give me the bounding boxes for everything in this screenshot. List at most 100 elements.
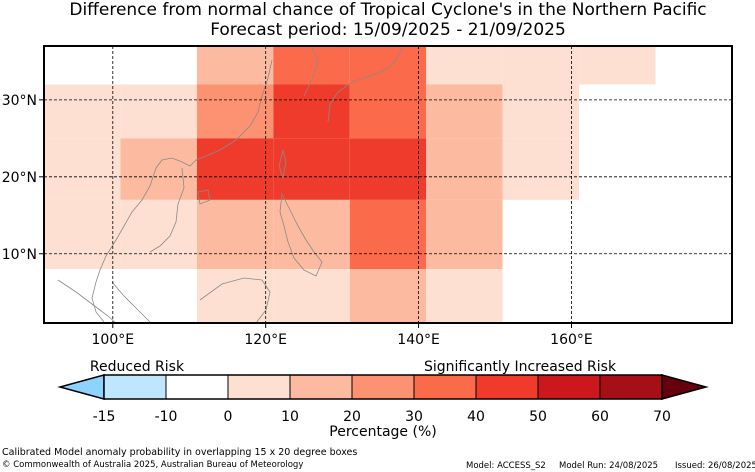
risk-cell xyxy=(579,138,656,200)
risk-cell xyxy=(349,46,427,85)
risk-cell xyxy=(196,46,274,85)
footer-model: Model: ACCESS_S2 xyxy=(466,461,546,471)
plot-frame xyxy=(43,45,733,324)
risk-cell xyxy=(196,269,274,323)
risk-cell xyxy=(196,199,274,270)
reduced-risk-caption: Reduced Risk xyxy=(90,359,185,375)
x-tick-label: 100°E xyxy=(92,332,135,348)
increased-risk-caption: Significantly Increased Risk xyxy=(424,359,617,375)
risk-cell xyxy=(655,199,732,270)
colorbar: -15 -10 0 10 20 30 40 50 60 70 Percentage (%) Reduc… xyxy=(57,359,709,440)
colorbar-tick-label: 60 xyxy=(591,409,609,425)
coastline-sumatra xyxy=(57,279,117,323)
colorbar-over-arrow xyxy=(661,374,709,400)
risk-cell xyxy=(502,199,580,270)
coastline-philippines xyxy=(279,192,323,277)
risk-cell xyxy=(44,138,121,200)
colorbar-axis-label: Percentage (%) xyxy=(329,424,436,440)
colorbar-tick-label: 40 xyxy=(467,409,485,425)
colorbar-tick-label: 20 xyxy=(343,409,361,425)
y-tick-label: 30°N xyxy=(2,93,37,109)
x-tick-label: 160°E xyxy=(550,332,593,348)
colorbar-swatch xyxy=(289,374,353,400)
coastline-malaysia xyxy=(111,281,151,323)
coastline-korea xyxy=(303,47,319,97)
risk-cell xyxy=(120,269,197,323)
risk-cell xyxy=(579,84,656,139)
risk-cell xyxy=(655,269,732,323)
risk-cell xyxy=(273,138,350,200)
coastline-indochina xyxy=(91,167,157,323)
risk-cell xyxy=(120,46,197,85)
risk-cell xyxy=(196,84,274,139)
colorbar-tick-label: 10 xyxy=(281,409,299,425)
colorbar-swatch xyxy=(413,374,477,400)
risk-cell xyxy=(426,199,503,270)
colorbar-swatch xyxy=(351,374,415,400)
colorbar-swatch xyxy=(475,374,539,400)
risk-cell xyxy=(44,269,121,323)
y-tick-label: 10°N xyxy=(2,247,37,263)
footer-description: Calibrated Model anomaly probability in … xyxy=(2,447,358,458)
risk-cell xyxy=(502,138,580,200)
coastline-borneo xyxy=(199,277,271,323)
risk-cell xyxy=(273,199,350,270)
x-tick-label: 120°E xyxy=(244,332,287,348)
coastline-japan xyxy=(327,47,403,123)
risk-cell xyxy=(655,138,732,200)
risk-cell xyxy=(120,84,197,139)
risk-cell xyxy=(655,46,732,85)
coastline-taiwan xyxy=(278,149,287,180)
risk-cell xyxy=(349,138,427,200)
colorbar-tick-label: -15 xyxy=(93,409,116,425)
risk-cell xyxy=(426,46,503,85)
colorbar-tick-label: 50 xyxy=(529,409,547,425)
colorbar-swatch xyxy=(599,374,663,400)
risk-cell xyxy=(502,269,580,323)
colorbar-swatch xyxy=(537,374,601,400)
footer-issued: Issued: 26/08/2025 xyxy=(675,461,755,471)
risk-cell xyxy=(44,199,121,270)
grid-lines xyxy=(44,46,732,323)
risk-cell xyxy=(579,199,656,270)
colorbar-swatch xyxy=(165,374,229,400)
risk-cell xyxy=(426,138,503,200)
risk-cell xyxy=(273,46,350,85)
chart-subtitle: Forecast period: 15/09/2025 - 21/09/2025 xyxy=(210,20,566,40)
risk-cell xyxy=(502,84,580,139)
footer-copyright: © Commonwealth of Australia 2025, Austra… xyxy=(2,460,304,470)
risk-cell xyxy=(579,269,656,323)
risk-cell xyxy=(349,84,427,139)
colorbar-under-arrow xyxy=(57,374,105,400)
y-tick-label: 20°N xyxy=(2,170,37,186)
risk-cell xyxy=(426,84,503,139)
risk-cell xyxy=(196,138,274,200)
coastline-hainan xyxy=(197,189,211,205)
coastline-vietnam xyxy=(149,167,185,253)
risk-cell xyxy=(44,84,121,139)
risk-cell xyxy=(349,199,427,270)
risk-cell xyxy=(44,46,121,85)
colorbar-tick-label: -10 xyxy=(155,409,178,425)
colorbar-frame xyxy=(103,374,663,400)
chart-title: Difference from normal chance of Tropica… xyxy=(69,0,707,20)
risk-cell xyxy=(273,269,350,323)
risk-cell xyxy=(579,46,656,85)
risk-cell xyxy=(502,46,580,85)
x-tick-label: 140°E xyxy=(397,332,440,348)
colorbar-tick-label: 70 xyxy=(653,409,671,425)
risk-cell xyxy=(273,84,350,139)
risk-cell xyxy=(120,199,197,270)
risk-cell xyxy=(426,269,503,323)
colorbar-tick-label: 30 xyxy=(405,409,423,425)
axis-ticks: 100°E 120°E 140°E 160°E 10°N 20°N 30°N xyxy=(2,93,593,348)
risk-cell xyxy=(655,84,732,139)
coastline-layer xyxy=(57,47,403,323)
footer-model-run: Model Run: 24/08/2025 xyxy=(559,461,659,471)
colorbar-swatch xyxy=(103,374,167,400)
risk-cells-layer xyxy=(44,46,732,323)
risk-cell xyxy=(349,269,427,323)
coastline-china xyxy=(155,59,273,169)
colorbar-tick-label: 0 xyxy=(224,409,233,425)
